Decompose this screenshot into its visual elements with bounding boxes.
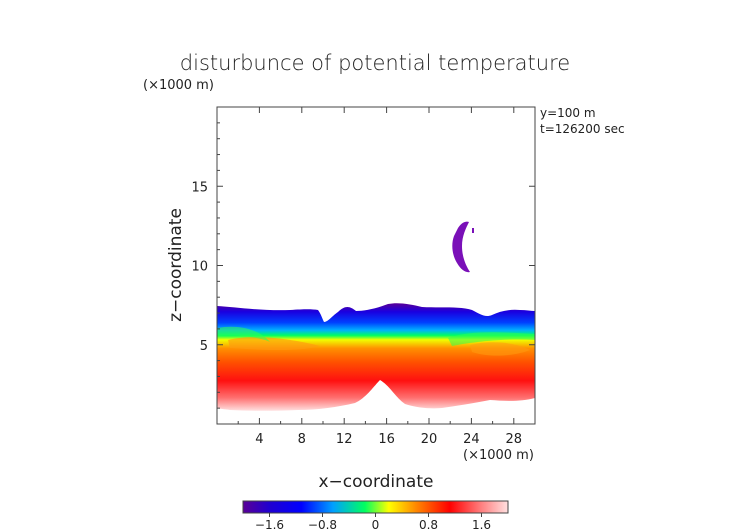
y-axis-label: z−coordinate [166, 208, 186, 322]
annotation-t: t=126200 sec [540, 122, 625, 136]
colorbar-tick-label: 0.8 [419, 518, 438, 532]
colorbar-tick-label: 1.6 [472, 518, 491, 532]
green-band-right [448, 332, 535, 346]
orange-blob-right [470, 342, 530, 356]
x-tick-label: 20 [421, 432, 438, 447]
orange-blob-left [228, 337, 320, 350]
x-tick-label: 12 [336, 432, 353, 447]
x-tick-label: 28 [506, 432, 523, 447]
y-axis-ticks: 5 10 15 [191, 122, 535, 409]
x-tick-label: 4 [255, 432, 263, 447]
colorbar [242, 500, 509, 514]
chart-title: disturbunce of potential temperature [180, 51, 570, 75]
y-tick-label: 10 [191, 260, 208, 275]
colorbar-ticks: −1.6 −0.8 0 0.8 1.6 [255, 513, 491, 532]
x-tick-label: 16 [378, 432, 395, 447]
colorbar-tick-label: 0 [372, 518, 380, 532]
x-unit-label: (×1000 m) [463, 448, 534, 463]
colorbar-tick-label: −0.8 [308, 518, 337, 532]
isolated-negative-patch [452, 221, 470, 273]
plot-area [217, 221, 535, 411]
y-tick-label: 5 [200, 339, 208, 354]
y-tick-label: 15 [191, 180, 208, 195]
x-tick-label: 8 [298, 432, 306, 447]
x-axis-ticks: 4 8 12 16 20 24 28 [237, 107, 523, 447]
isolated-patch-spot [472, 228, 474, 233]
green-band-wiggle [217, 326, 270, 342]
annotation-y: y=100 m [540, 106, 596, 120]
y-unit-label: (×1000 m) [143, 78, 214, 93]
colorbar-tick-label: −1.6 [255, 518, 284, 532]
temperature-layer [217, 303, 535, 411]
x-axis-label: x−coordinate [319, 472, 434, 492]
x-tick-label: 24 [463, 432, 480, 447]
